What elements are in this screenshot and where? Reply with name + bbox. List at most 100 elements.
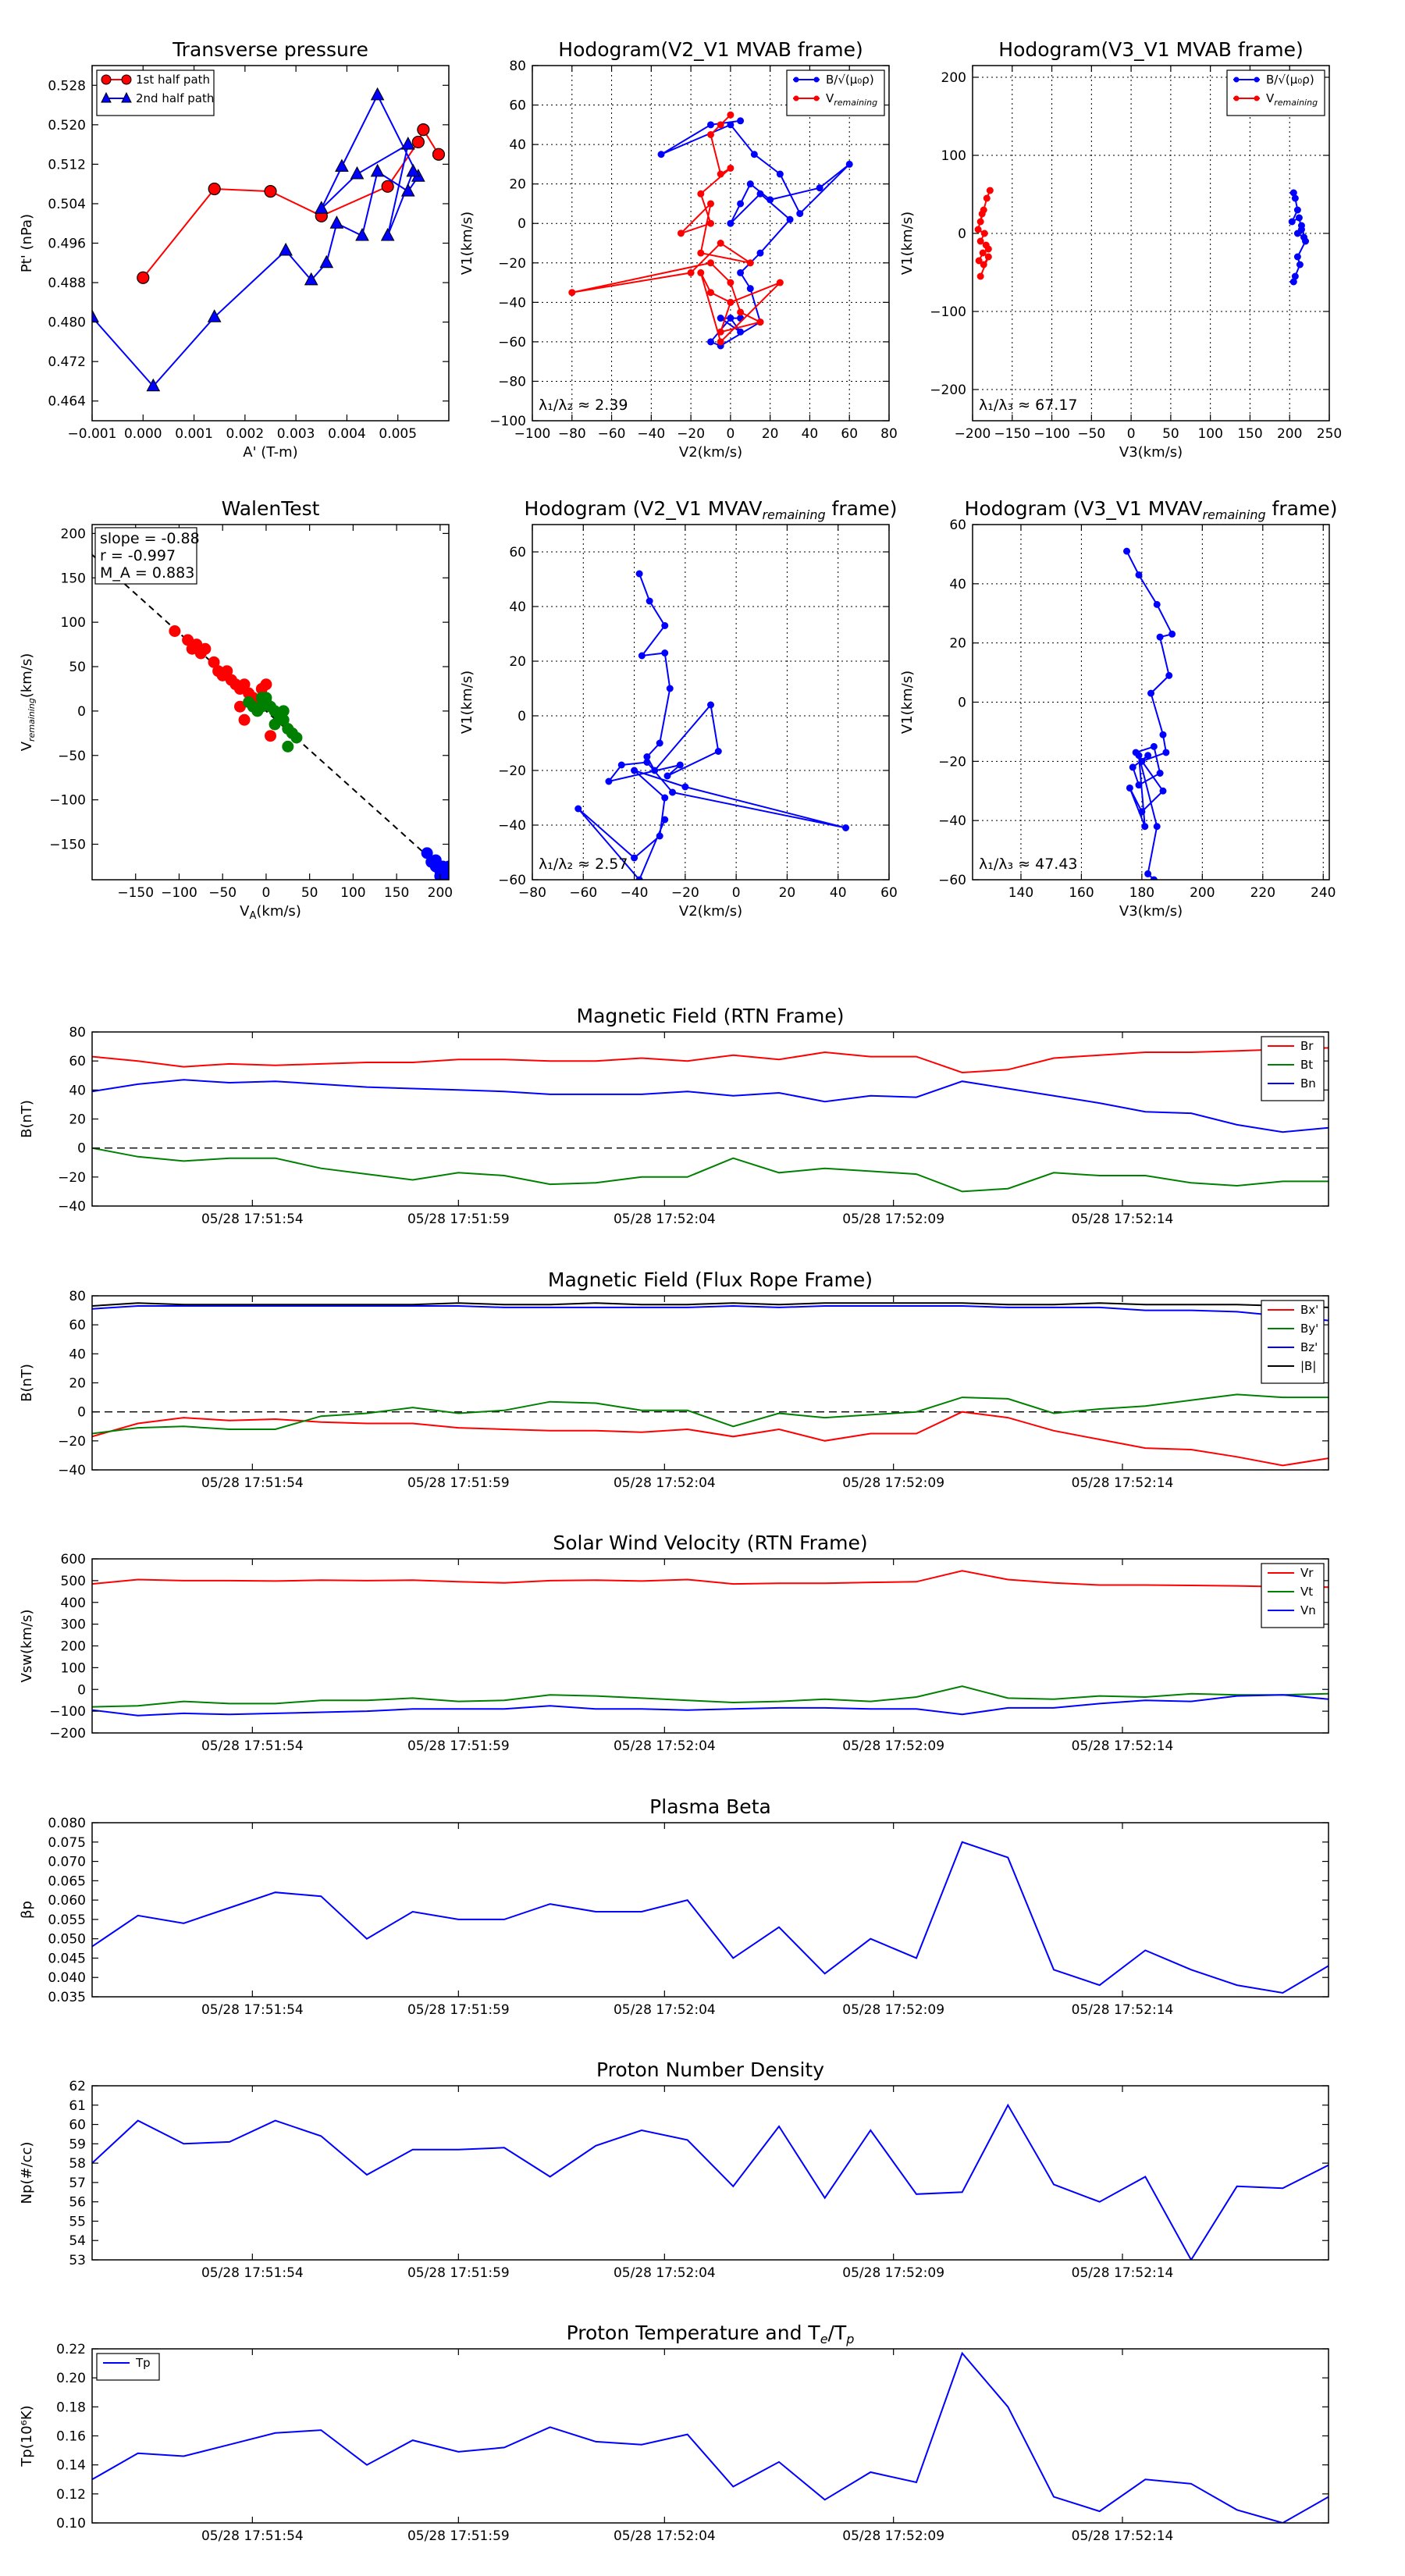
y-tick-label: 150 (61, 571, 86, 586)
plot-area (92, 87, 446, 392)
data-point (984, 245, 992, 253)
y-tick-label: 0.20 (56, 2371, 86, 2386)
data-point (717, 170, 724, 178)
data-point (574, 805, 582, 813)
y-tick-label: −20 (938, 754, 966, 770)
x-tick-label: −100 (161, 885, 197, 901)
data-point (1162, 749, 1170, 756)
legend-frame (1226, 69, 1325, 116)
x-tick-label: 60 (841, 426, 858, 442)
series-line-vn (92, 1694, 1329, 1717)
data-point (984, 253, 992, 261)
data-point (983, 194, 991, 202)
data-point (707, 219, 714, 227)
y-tick-label: 0.055 (48, 1912, 86, 1928)
y-tick-label: −20 (498, 256, 526, 272)
data-point (727, 315, 735, 322)
data-point (1159, 731, 1167, 738)
y-tick-label: 20 (69, 1376, 86, 1392)
x-tick-label: 0.004 (328, 426, 366, 442)
data-point (737, 117, 745, 125)
x-tick-label: 40 (802, 426, 819, 442)
stats-line: slope = -0.88 (100, 530, 200, 547)
y-axis-label: V1(km/s) (459, 671, 475, 734)
legend-label: |B| (1300, 1359, 1316, 1373)
data-point (707, 200, 714, 208)
plot-area (92, 1841, 1329, 1994)
y-tick-label: 200 (61, 526, 86, 542)
legend-label: By' (1300, 1322, 1318, 1336)
y-tick-label: 0.472 (48, 354, 86, 370)
data-point (208, 182, 221, 196)
chart-title: Proton Temperature and Te/Tp (567, 2322, 855, 2347)
x-tick-label: 05/28 17:51:54 (201, 2002, 304, 2018)
data-point (400, 183, 415, 197)
data-point (666, 685, 674, 692)
x-tick-label: 05/28 17:51:59 (407, 2528, 510, 2544)
plot-frame (91, 2348, 1329, 2524)
series-line-bt (92, 1147, 1329, 1193)
x-tick-label: 20 (779, 885, 796, 901)
data-point (756, 190, 764, 197)
x-tick-label: 05/28 17:52:04 (614, 1475, 716, 1491)
data-point (976, 218, 984, 226)
data-point (646, 597, 653, 605)
y-tick-label: 56 (69, 2195, 86, 2211)
data-point (986, 187, 994, 194)
data-point (737, 200, 745, 208)
y-tick-label: 0.528 (48, 78, 86, 94)
x-tick-label: 05/28 17:52:14 (1072, 1475, 1174, 1491)
plot-area (92, 1047, 1329, 1193)
series-line-series-0 (1126, 550, 1174, 880)
x-tick-label: 05/28 17:51:59 (407, 2002, 510, 2018)
x-tick-label: −40 (637, 426, 665, 442)
plot-area (1123, 547, 1176, 880)
series-line-br (92, 1047, 1329, 1074)
legend-marker (121, 91, 132, 103)
plot-area (169, 625, 449, 880)
y-tick-label: 0.496 (48, 237, 86, 252)
y-tick-label: −100 (49, 793, 86, 809)
y-tick-label: 400 (61, 1596, 86, 1611)
chart-title: Hodogram (V2_V1 MVAVremaining frame) (525, 497, 898, 522)
y-tick-label: 0.512 (48, 157, 86, 173)
x-tick-label: 05/28 17:52:09 (842, 2002, 944, 2018)
x-tick-label: 05/28 17:52:04 (614, 1738, 716, 1754)
data-point (260, 678, 272, 691)
legend: Vr Vt Vn (1261, 1563, 1325, 1628)
y-tick-label: −40 (938, 813, 966, 829)
data-point (707, 289, 714, 297)
data-point (1138, 808, 1146, 816)
series-line--b- (92, 1302, 1329, 1308)
y-tick-label: 500 (61, 1574, 86, 1589)
data-point (974, 226, 982, 233)
data-point (663, 772, 671, 780)
data-point (169, 625, 181, 637)
y-tick-label: 0.10 (56, 2516, 86, 2532)
legend-label: Vt (1300, 1585, 1313, 1599)
plot-area (574, 570, 850, 880)
data-point (746, 285, 754, 293)
legend-marker (793, 95, 799, 101)
x-tick-label: −0.001 (68, 426, 117, 442)
legend-label: B/√(μ₀ρ) (826, 73, 874, 87)
y-tick-label: 0.520 (48, 118, 86, 133)
y-tick-label: 20 (949, 636, 966, 652)
y-tick-label: 0 (958, 226, 966, 242)
y-axis-label: Vsw(km/s) (19, 1610, 35, 1683)
y-tick-label: 0 (958, 696, 966, 711)
data-point (1293, 206, 1301, 214)
y-axis-label: Pt' (nPa) (19, 214, 35, 272)
x-tick-label: 05/28 17:52:14 (1072, 2265, 1174, 2281)
data-point (845, 160, 853, 168)
x-tick-label: 05/28 17:52:09 (842, 1738, 944, 1754)
y-axis-label: Tp(10⁶K) (19, 2405, 35, 2467)
data-point (656, 739, 663, 747)
legend-frame (96, 69, 215, 116)
plot-frame (91, 2085, 1329, 2261)
series-line-v (571, 114, 781, 343)
data-point (669, 788, 677, 796)
y-tick-label: 0.18 (56, 2400, 86, 2415)
magnetic-field-flux-rope-chart: 05/28 17:51:54 05/28 17:51:59 05/28 17:52:… (19, 1268, 1329, 1491)
